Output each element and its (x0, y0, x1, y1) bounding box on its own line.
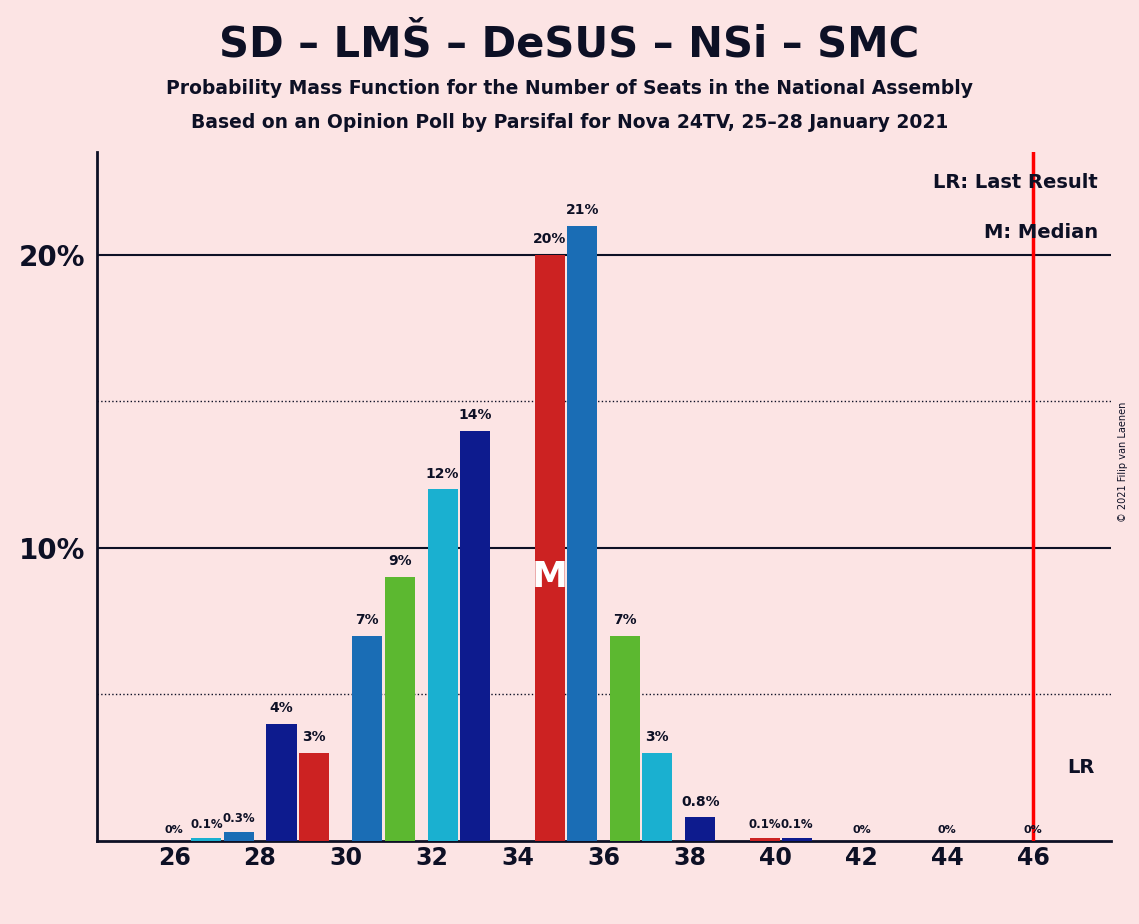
Bar (427, 490, 458, 841)
Text: 0.8%: 0.8% (681, 795, 720, 808)
Text: 7%: 7% (613, 613, 637, 627)
Text: M: Median: M: Median (983, 223, 1098, 242)
Text: LR: LR (1067, 758, 1095, 777)
Bar (385, 578, 415, 841)
Text: 0.1%: 0.1% (190, 818, 222, 831)
Text: 0%: 0% (937, 825, 957, 835)
Text: Probability Mass Function for the Number of Seats in the National Assembly: Probability Mass Function for the Number… (166, 79, 973, 98)
Bar (567, 225, 597, 841)
Text: 21%: 21% (565, 203, 599, 217)
Bar (535, 255, 565, 841)
Bar (298, 753, 329, 841)
Bar (611, 636, 640, 841)
Text: 0%: 0% (852, 825, 871, 835)
Text: 9%: 9% (387, 554, 411, 568)
Text: 0.1%: 0.1% (780, 818, 813, 831)
Bar (223, 832, 254, 841)
Text: 3%: 3% (646, 730, 670, 744)
Text: 7%: 7% (355, 613, 379, 627)
Bar (782, 838, 812, 841)
Text: Based on an Opinion Poll by Parsifal for Nova 24TV, 25–28 January 2021: Based on an Opinion Poll by Parsifal for… (191, 113, 948, 132)
Bar (460, 431, 490, 841)
Bar (191, 838, 221, 841)
Bar (267, 723, 296, 841)
Text: SD – LMŠ – DeSUS – NSi – SMC: SD – LMŠ – DeSUS – NSi – SMC (220, 23, 919, 65)
Text: © 2021 Filip van Laenen: © 2021 Filip van Laenen (1117, 402, 1128, 522)
Text: 0%: 0% (165, 825, 183, 835)
Bar (352, 636, 383, 841)
Text: 0.3%: 0.3% (222, 811, 255, 825)
Text: 0.1%: 0.1% (748, 818, 781, 831)
Bar (686, 818, 715, 841)
Text: M: M (532, 560, 568, 594)
Bar (749, 838, 780, 841)
Text: 3%: 3% (302, 730, 326, 744)
Bar (642, 753, 672, 841)
Text: 14%: 14% (458, 408, 492, 422)
Text: 4%: 4% (270, 701, 294, 715)
Text: 20%: 20% (533, 232, 567, 246)
Text: LR: Last Result: LR: Last Result (933, 173, 1098, 192)
Text: 0%: 0% (1024, 825, 1042, 835)
Text: 12%: 12% (426, 467, 459, 480)
